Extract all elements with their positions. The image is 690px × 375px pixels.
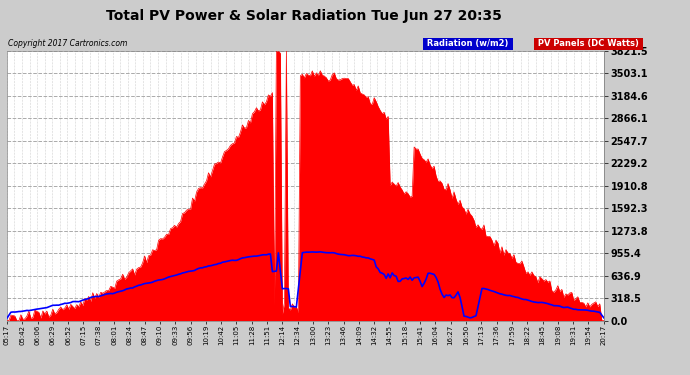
Text: PV Panels (DC Watts): PV Panels (DC Watts) (535, 39, 642, 48)
Text: Radiation (w/m2): Radiation (w/m2) (424, 39, 511, 48)
Text: Total PV Power & Solar Radiation Tue Jun 27 20:35: Total PV Power & Solar Radiation Tue Jun… (106, 9, 502, 23)
Text: Copyright 2017 Cartronics.com: Copyright 2017 Cartronics.com (8, 39, 128, 48)
